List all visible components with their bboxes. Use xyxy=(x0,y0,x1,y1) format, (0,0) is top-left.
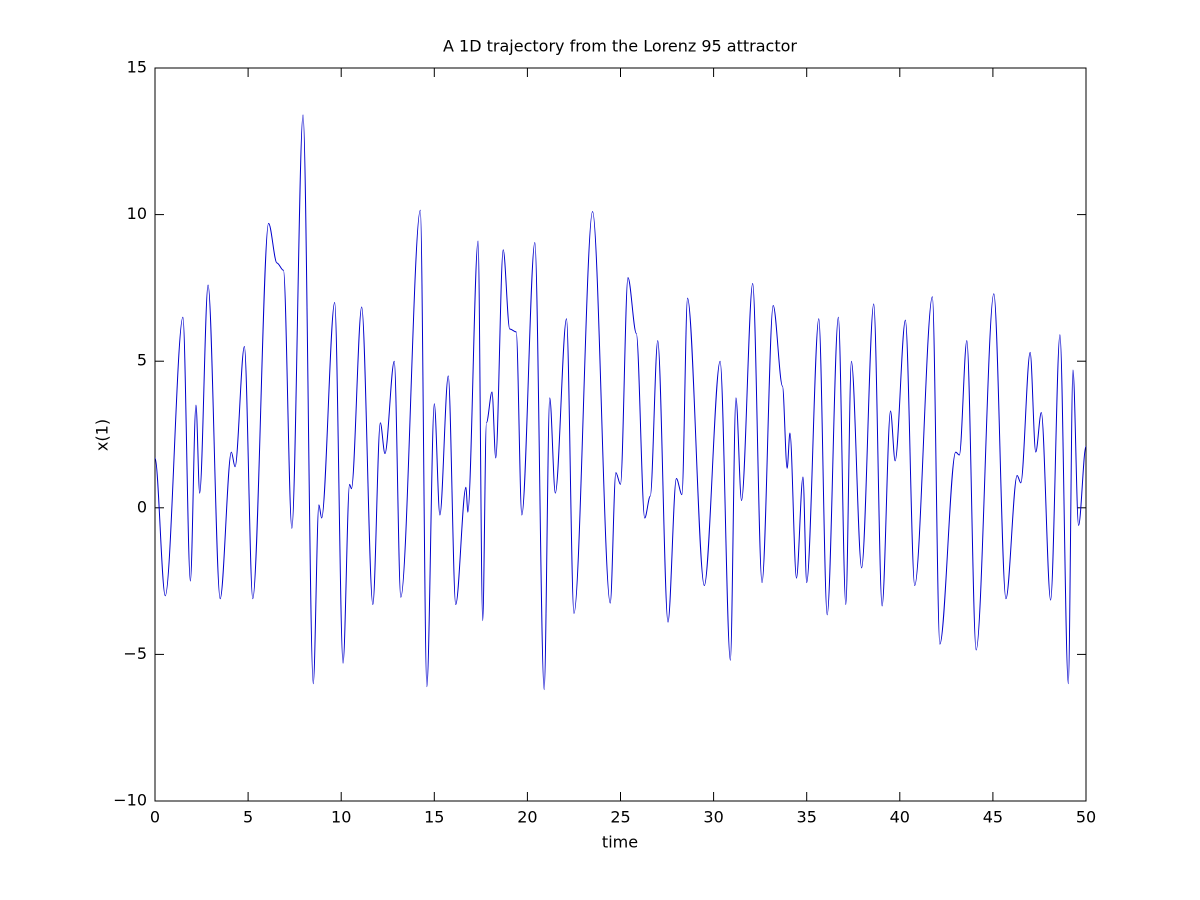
y-tick-label: 15 xyxy=(127,58,147,77)
x-tick-label: 50 xyxy=(1076,808,1096,827)
y-tick-label: −5 xyxy=(123,644,147,663)
y-tick-label: 5 xyxy=(137,351,147,370)
y-tick-label: 0 xyxy=(137,497,147,516)
data-line xyxy=(154,114,1087,691)
x-tick-label: 15 xyxy=(424,808,444,827)
y-tick-label: 10 xyxy=(127,204,147,223)
x-tick-label: 45 xyxy=(983,808,1003,827)
x-tick-label: 35 xyxy=(797,808,817,827)
x-tick-label: 10 xyxy=(331,808,351,827)
x-tick-label: 0 xyxy=(150,808,160,827)
x-tick-label: 5 xyxy=(243,808,253,827)
x-axis-label: time xyxy=(602,833,638,852)
x-tick-label: 20 xyxy=(517,808,537,827)
x-tick-label: 40 xyxy=(890,808,910,827)
y-tick-label: −10 xyxy=(113,791,147,810)
chart-title: A 1D trajectory from the Lorenz 95 attra… xyxy=(443,37,797,56)
y-axis-label: x(1) xyxy=(93,419,112,451)
x-tick-label: 30 xyxy=(703,808,723,827)
x-tick-label: 25 xyxy=(610,808,630,827)
